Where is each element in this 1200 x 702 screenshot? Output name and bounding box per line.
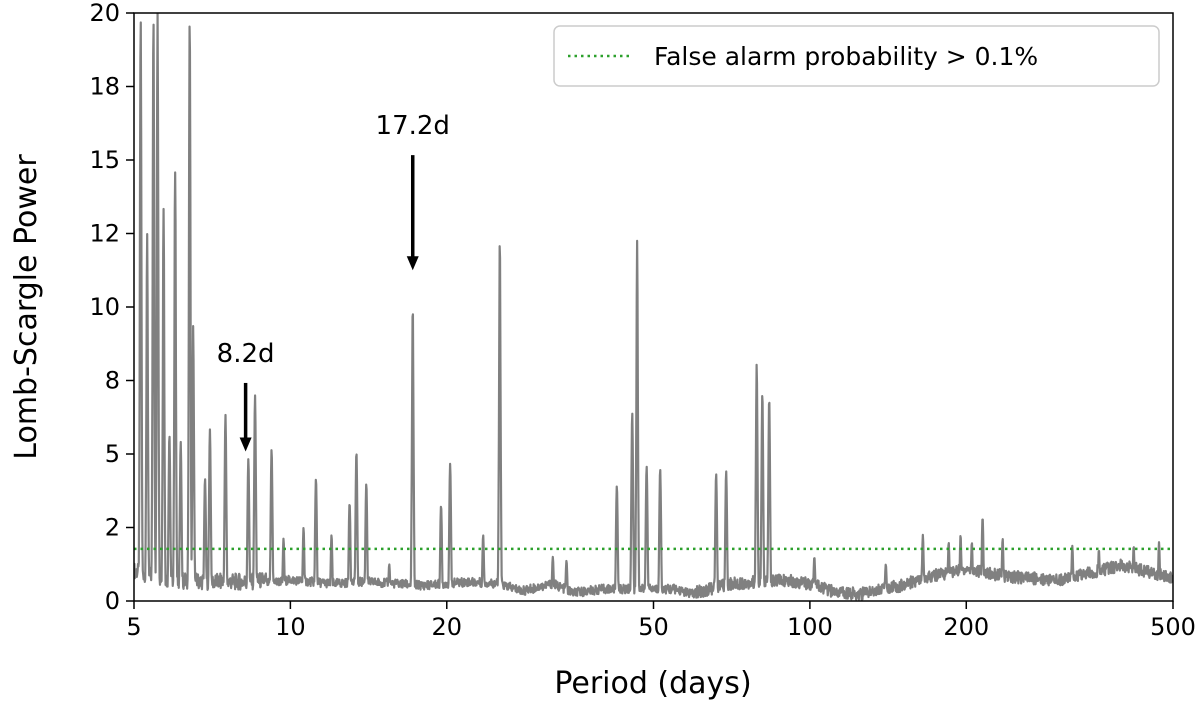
x-tick-label: 20 [431, 613, 462, 641]
x-axis: 5 10 20 50 100 200 500 [126, 601, 1196, 641]
y-tick-label: 2 [105, 514, 120, 542]
x-axis-label: Period (days) [554, 666, 751, 701]
y-tick-label: 0 [105, 587, 120, 615]
annotation-layer: 8.2d 17.2d [217, 111, 450, 452]
x-tick-label: 200 [943, 613, 989, 641]
series-layer [134, 13, 1173, 601]
y-axis: 0 2 5 8 10 12 15 18 20 [89, 0, 134, 615]
y-tick-label: 5 [105, 440, 120, 468]
annotation-arrow-head [239, 437, 252, 452]
legend-label: False alarm probability > 0.1% [654, 42, 1038, 71]
legend-box [553, 25, 1160, 87]
periodogram-line [134, 13, 1173, 601]
y-tick-label: 20 [89, 0, 120, 27]
x-tick-label: 5 [126, 613, 141, 641]
annotation-label: 17.2d [376, 111, 450, 141]
legend: False alarm probability > 0.1% [553, 25, 1160, 87]
x-tick-label: 50 [638, 613, 669, 641]
y-tick-label: 10 [89, 293, 120, 321]
plot-background [134, 13, 1173, 601]
y-tick-label: 12 [89, 220, 120, 248]
x-tick-label: 100 [787, 613, 833, 641]
y-tick-label: 18 [89, 73, 120, 101]
annotation-arrow-head [406, 256, 419, 271]
x-tick-label: 10 [275, 613, 306, 641]
annotation-label: 8.2d [217, 339, 275, 369]
x-tick-label: 500 [1150, 613, 1196, 641]
y-tick-label: 15 [89, 146, 120, 174]
y-tick-label: 8 [105, 367, 120, 395]
y-axis-label: Lomb-Scargle Power [9, 154, 44, 460]
